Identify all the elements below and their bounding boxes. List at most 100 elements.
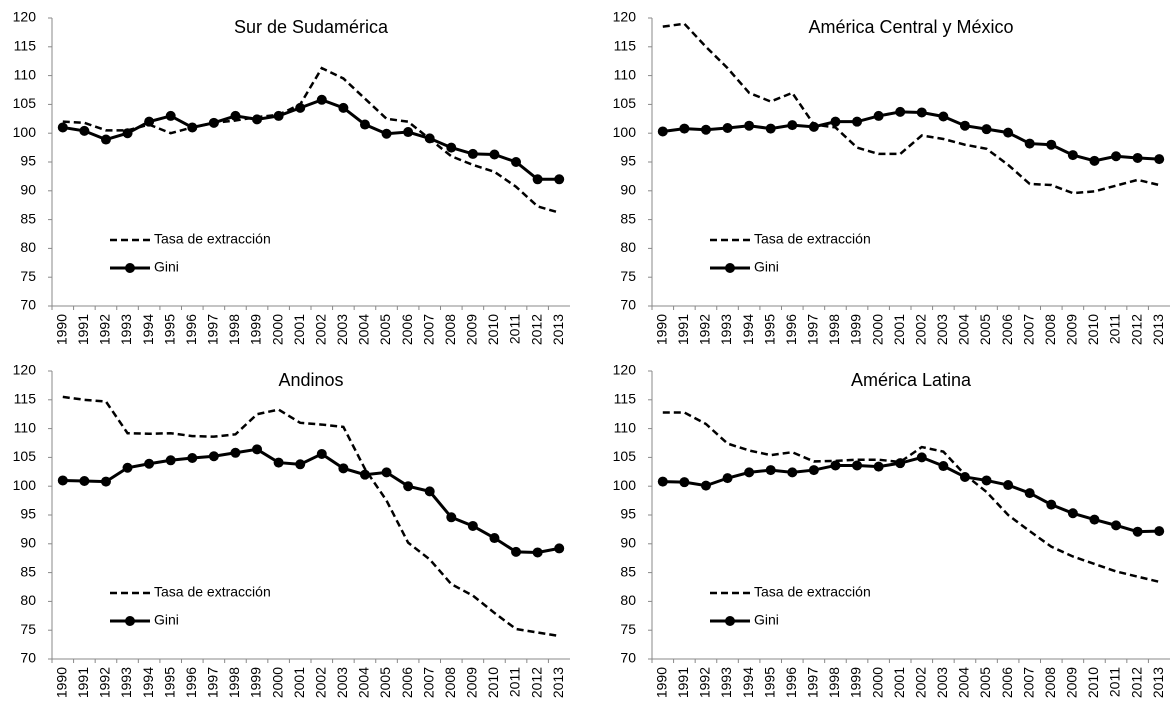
y-tick-label: 80 [20,239,36,255]
x-tick-label: 2010 [485,314,501,345]
y-tick-label: 105 [613,448,637,464]
x-tick-label: 2004 [356,667,372,698]
y-tick-label: 120 [613,362,637,378]
x-tick-label: 2005 [977,314,993,345]
legend-label: Tasa de extracción [754,231,871,247]
marker [273,110,284,121]
marker [981,475,992,486]
x-tick-label: 1999 [848,314,864,345]
marker [295,102,306,113]
panel: 70 75 80 85 90 95 100 105 110 115 120 1990 1991 1992 1… [13,362,570,698]
x-tick-label: 1996 [183,314,199,345]
y-tick-label: 120 [13,9,37,25]
chart-title: América Central y México [808,17,1013,37]
marker [79,125,90,136]
marker [100,476,111,487]
panel: 70 75 80 85 90 95 100 105 110 115 120 1990 1991 1992 1… [13,9,570,345]
x-tick-label: 2003 [934,314,950,345]
legend-label: Gini [754,612,779,628]
marker [1154,526,1165,537]
marker [1089,514,1100,525]
series-line [62,66,560,214]
x-tick-label: 1994 [740,314,756,345]
marker [657,126,668,137]
x-tick-label: 2002 [912,314,928,345]
x-tick-label: 1996 [183,667,199,698]
legend-marker [725,263,735,273]
x-tick-label: 2000 [869,667,885,698]
marker [1024,138,1035,149]
legend-label: Gini [154,612,179,628]
marker [187,122,198,133]
y-tick-label: 90 [620,535,636,551]
x-tick-label: 1990 [653,667,669,698]
marker [338,463,349,474]
x-tick-label: 2006 [399,314,415,345]
marker [532,547,543,558]
x-tick-label: 2011 [1107,667,1123,697]
x-tick-label: 1993 [118,314,134,345]
marker [446,142,457,153]
legend-label: Gini [154,259,179,275]
marker [744,467,755,478]
marker [873,110,884,121]
y-tick-label: 85 [620,210,636,226]
marker [765,465,776,476]
marker [359,119,370,130]
marker [938,461,949,472]
marker [295,459,306,470]
series-line [62,395,560,638]
y-tick-label: 120 [613,9,637,25]
x-tick-label: 2009 [1064,667,1080,698]
marker [57,475,68,486]
marker [895,106,906,117]
x-tick-label: 2001 [291,314,307,345]
marker [657,476,668,487]
series-line [662,411,1160,584]
marker [252,114,263,125]
series-line [62,447,560,554]
x-tick-label: 2007 [420,667,436,698]
marker [208,117,219,128]
y-tick-label: 115 [614,391,637,407]
x-tick-label: 2008 [442,667,458,698]
y-tick-label: 105 [13,95,37,111]
x-tick-label: 1998 [826,314,842,345]
x-tick-label: 2012 [1128,667,1144,698]
marker [1067,150,1078,161]
y-tick-label: 105 [613,95,637,111]
marker [808,121,819,132]
x-tick-label: 2007 [1020,667,1036,698]
marker [1111,520,1122,531]
y-tick-label: 70 [620,650,636,666]
y-tick-label: 90 [20,535,36,551]
y-tick-label: 80 [620,592,636,608]
y-tick-label: 120 [13,362,37,378]
x-tick-label: 2005 [377,314,393,345]
marker [489,149,500,160]
marker [787,120,798,131]
x-tick-label: 1997 [805,667,821,698]
marker [787,467,798,478]
y-tick-label: 90 [20,182,36,198]
x-tick-label: 2000 [869,314,885,345]
y-tick-label: 100 [613,477,637,493]
marker [959,471,970,482]
x-tick-label: 1991 [675,667,691,698]
y-tick-label: 115 [14,391,37,407]
chart-title: Andinos [278,370,343,390]
x-tick-label: 2011 [1107,314,1123,344]
series-line [662,455,1160,534]
x-tick-label: 2004 [956,314,972,345]
x-tick-label: 2001 [891,667,907,698]
marker [1111,151,1122,162]
y-tick-label: 80 [620,239,636,255]
marker [381,467,392,478]
panel: 70 75 80 85 90 95 100 105 110 115 120 1990 1991 1992 1… [613,362,1170,698]
marker [338,102,349,113]
x-tick-label: 2009 [464,314,480,345]
x-tick-label: 2003 [934,667,950,698]
x-tick-label: 1993 [718,314,734,345]
x-tick-label: 2005 [377,667,393,698]
marker [873,461,884,472]
